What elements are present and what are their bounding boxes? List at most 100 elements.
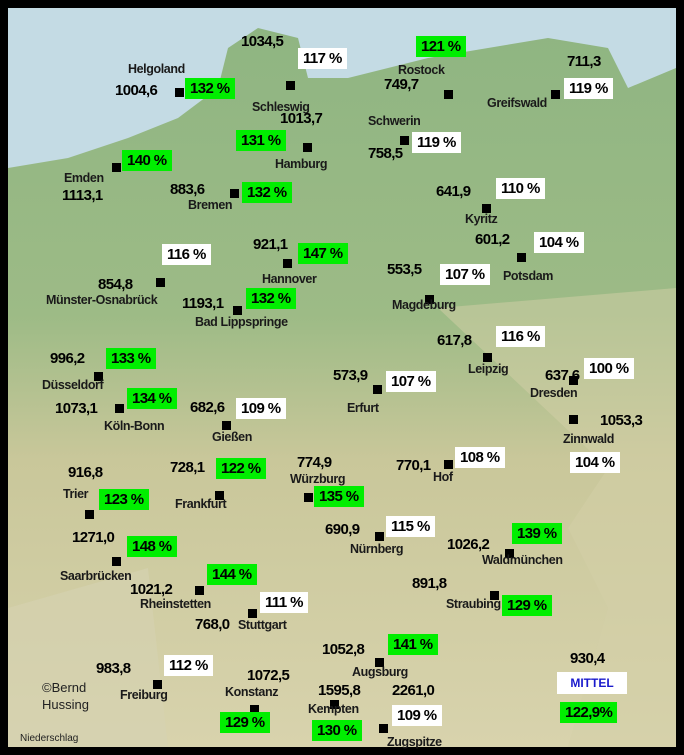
station-marker-icon [490, 591, 499, 600]
station-percent-badge: 109 % [236, 398, 286, 419]
germany-relief-map [8, 28, 676, 747]
station-percent-badge: 129 % [502, 595, 552, 616]
station-name: Magdeburg [392, 298, 456, 312]
station-name: Dresden [530, 386, 578, 400]
station-value: 758,5 [368, 145, 403, 162]
station-marker-icon [375, 658, 384, 667]
station-name: Leipzig [468, 362, 509, 376]
station-name: Greifswald [487, 96, 547, 110]
station-percent-badge: 108 % [455, 447, 505, 468]
station-marker-icon [303, 143, 312, 152]
station-value: 1026,2 [447, 536, 490, 553]
station-marker-icon [115, 404, 124, 413]
station-name: Hamburg [275, 157, 328, 171]
station-marker-icon [153, 680, 162, 689]
station-value: 891,8 [412, 575, 447, 592]
station-marker-icon [330, 700, 339, 709]
station-value: 1034,5 [241, 33, 284, 50]
station-value: 883,6 [170, 181, 205, 198]
station-percent-badge: 147 % [298, 243, 348, 264]
station-percent-badge: 110 % [496, 178, 545, 199]
station-percent-badge: 119 % [564, 78, 613, 99]
station-value: 2261,0 [392, 682, 435, 699]
station-marker-icon [304, 493, 313, 502]
station-marker-icon [444, 90, 453, 99]
station-value: 983,8 [96, 660, 131, 677]
station-name: Saarbrücken [60, 569, 132, 583]
station-name: Nürnberg [350, 542, 404, 556]
station-percent-badge: 133 % [106, 348, 156, 369]
station-percent-badge: 141 % [388, 634, 438, 655]
station-name: Bad Lippspringe [195, 315, 288, 329]
station-name: Köln-Bonn [104, 419, 165, 433]
station-percent-badge: 104 % [534, 232, 584, 253]
station-marker-icon [283, 259, 292, 268]
station-percent-badge: 115 % [386, 516, 435, 537]
station-marker-icon [230, 189, 239, 198]
station-marker-icon [517, 253, 526, 262]
station-percent-badge: 144 % [207, 564, 257, 585]
station-name: Kempten [308, 702, 359, 716]
station-percent-badge: 132 % [242, 182, 292, 203]
station-value: 1193,1 [182, 295, 224, 312]
station-name: Düsseldorf [42, 378, 104, 392]
station-name: Zugspitze [387, 735, 442, 749]
station-value: 1073,1 [55, 400, 98, 417]
station-percent-badge: 111 % [260, 592, 308, 613]
station-percent-badge: 122 % [216, 458, 266, 479]
station-value: 1052,8 [322, 641, 365, 658]
station-percent-badge: 116 % [496, 326, 545, 347]
station-value: 601,2 [475, 231, 510, 248]
station-name: Münster-Osnabrück [46, 293, 158, 307]
mittel-label: MITTEL [557, 672, 627, 694]
station-name: Rostock [398, 63, 445, 77]
station-percent-badge: 109 % [392, 705, 442, 726]
station-marker-icon [248, 609, 257, 618]
station-name: Augsburg [352, 665, 408, 679]
station-marker-icon [112, 557, 121, 566]
station-marker-icon [222, 421, 231, 430]
station-marker-icon [400, 136, 409, 145]
station-name: Stuttgart [238, 618, 287, 632]
station-marker-icon [250, 705, 259, 714]
station-name: Frankfurt [175, 497, 227, 511]
station-marker-icon [505, 549, 514, 558]
station-percent-badge: 132 % [185, 78, 235, 99]
station-name: Kyritz [465, 212, 498, 226]
station-marker-icon [444, 460, 453, 469]
station-name: Bremen [188, 198, 233, 212]
station-marker-icon [94, 372, 103, 381]
station-value: 996,2 [50, 350, 85, 367]
station-value: 749,7 [384, 76, 419, 93]
station-value: 573,9 [333, 367, 368, 384]
map-canvas [8, 8, 676, 747]
station-percent-badge: 116 % [162, 244, 211, 265]
station-value: 1013,7 [280, 110, 323, 127]
station-percent-badge: 135 % [314, 486, 364, 507]
station-name: Erfurt [347, 401, 379, 415]
station-percent-badge: 112 % [164, 655, 213, 676]
station-name: Rheinstetten [140, 597, 211, 611]
station-name: Trier [63, 487, 89, 501]
station-marker-icon [286, 81, 295, 90]
credit-line-1: ©Bernd [42, 680, 87, 695]
station-value: 774,9 [297, 454, 332, 471]
station-percent-badge: 107 % [386, 371, 436, 392]
station-percent-badge: 131 % [236, 130, 286, 151]
station-value: 1595,8 [318, 682, 361, 699]
station-name: Schwerin [368, 114, 421, 128]
station-name: Waldmünchen [482, 553, 563, 567]
station-percent-badge: 148 % [127, 536, 177, 557]
station-marker-icon [569, 376, 578, 385]
variable-label: Niederschlag [20, 733, 79, 744]
station-percent-badge: 134 % [127, 388, 177, 409]
station-percent-badge: 140 % [122, 150, 172, 171]
station-marker-icon [112, 163, 121, 172]
station-value: 1271,0 [72, 529, 115, 546]
station-value: 553,5 [387, 261, 422, 278]
station-name: Straubing [446, 597, 501, 611]
station-value: 711,3 [567, 53, 601, 70]
station-marker-icon [373, 385, 382, 394]
station-marker-icon [175, 88, 184, 97]
